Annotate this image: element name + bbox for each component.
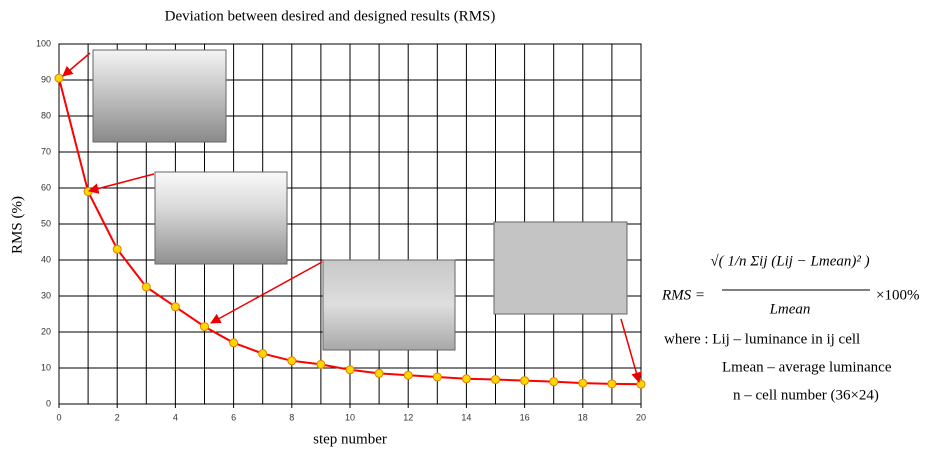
data-point <box>171 303 179 311</box>
x-tick-label: 6 <box>231 412 236 422</box>
inset-image <box>323 260 455 350</box>
formula: RMS = √( 1/n Σij (Lij − Lmean)² ) Lmean … <box>661 253 919 403</box>
formula-lhs: RMS = <box>661 287 705 303</box>
data-point <box>550 378 558 386</box>
data-point <box>113 245 121 253</box>
formula-count: n – cell number (36×24) <box>733 387 879 403</box>
data-point <box>55 74 63 82</box>
data-point <box>142 283 150 291</box>
x-tick-label: 12 <box>403 412 413 422</box>
data-point <box>201 323 209 331</box>
y-tick-label: 100 <box>36 38 51 48</box>
data-point <box>317 360 325 368</box>
data-point <box>346 366 354 374</box>
y-tick-label: 70 <box>41 146 51 156</box>
x-tick-label: 0 <box>56 412 61 422</box>
inset-image <box>494 222 627 314</box>
x-tick-label: 18 <box>578 412 588 422</box>
formula-mean: Lmean – average luminance <box>722 359 892 375</box>
formula-factor: ×100% <box>876 287 919 303</box>
x-tick-label: 14 <box>461 412 471 422</box>
y-tick-label: 90 <box>41 74 51 84</box>
formula-where: where : Lij – luminance in ij cell <box>664 331 860 347</box>
data-point <box>521 377 529 385</box>
x-axis-label: step number <box>313 431 387 447</box>
inset-image <box>155 172 287 264</box>
formula-numerator: √( 1/n Σij (Lij − Lmean)² ) <box>710 253 869 269</box>
data-point <box>462 375 470 383</box>
y-tick-label: 30 <box>41 290 51 300</box>
x-tick-label: 20 <box>636 412 646 422</box>
chart-title: Deviation between desired and designed r… <box>165 8 496 24</box>
y-tick-label: 60 <box>41 182 51 192</box>
data-point <box>288 357 296 365</box>
y-tick-label: 10 <box>41 362 51 372</box>
inset-image <box>93 50 226 142</box>
data-point <box>259 350 267 358</box>
y-tick-label: 80 <box>41 110 51 120</box>
chart: Deviation between desired and designed r… <box>0 0 933 452</box>
data-point <box>404 371 412 379</box>
data-point <box>433 373 441 381</box>
data-point <box>579 379 587 387</box>
y-tick-label: 20 <box>41 326 51 336</box>
data-point <box>492 376 500 384</box>
x-tick-label: 10 <box>345 412 355 422</box>
y-tick-label: 40 <box>41 254 51 264</box>
y-tick-label: 50 <box>41 218 51 228</box>
x-tick-label: 8 <box>289 412 294 422</box>
x-tick-label: 4 <box>173 412 178 422</box>
data-point <box>230 339 238 347</box>
data-point <box>375 369 383 377</box>
y-axis-label: RMS (%) <box>9 196 25 254</box>
data-point <box>84 188 92 196</box>
y-tick-label: 0 <box>46 398 51 408</box>
data-point <box>608 380 616 388</box>
x-tick-label: 2 <box>115 412 120 422</box>
x-tick-label: 16 <box>520 412 530 422</box>
formula-denominator: Lmean <box>769 301 811 317</box>
